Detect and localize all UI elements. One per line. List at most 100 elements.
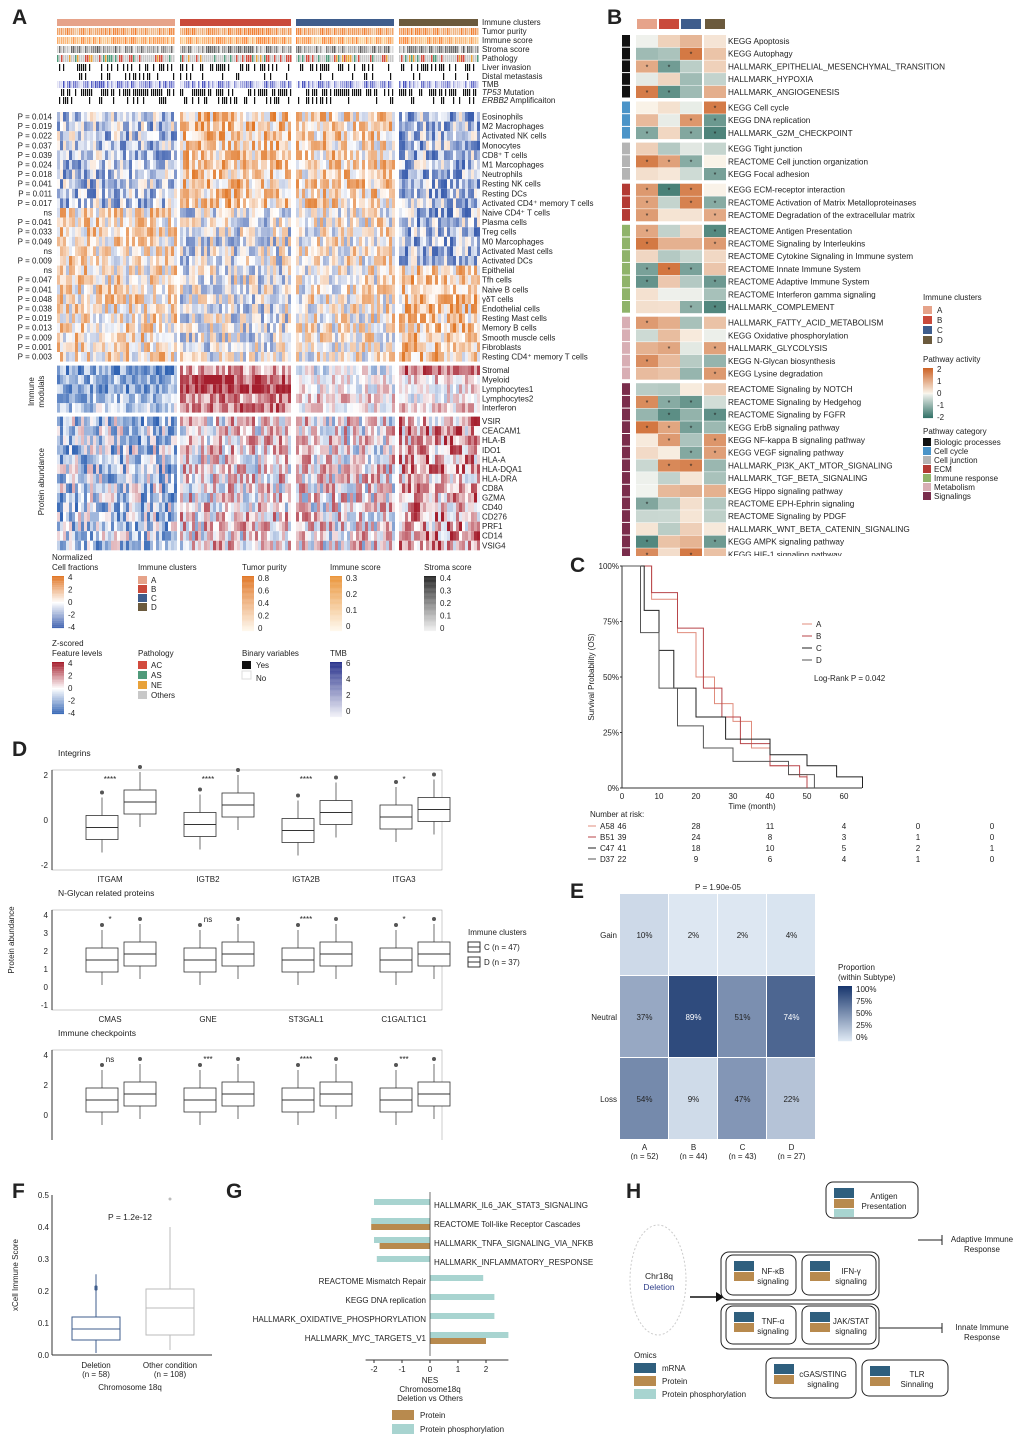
- heatmap-cell: [81, 323, 84, 333]
- heatmap-cell: [162, 313, 165, 324]
- heatmap-cell: [204, 332, 207, 343]
- heatmap-cell: [347, 275, 350, 285]
- heatmap-cell: [123, 131, 126, 141]
- heatmap-cell: [423, 160, 426, 170]
- heatmap-cell: [335, 112, 338, 122]
- erbb2-tick: [234, 97, 236, 104]
- heatmap-cell: [453, 246, 456, 256]
- heatmap-cell: [237, 160, 240, 170]
- panel-label-b: B: [607, 6, 623, 29]
- liver-invasion-tick: [467, 64, 469, 71]
- heatmap-cell: [335, 169, 338, 180]
- heatmap-cell: [305, 112, 308, 122]
- heatmap-cell: [302, 304, 305, 314]
- tmb-tick: [171, 81, 173, 88]
- heatmap-cell: [210, 169, 213, 180]
- heatmap-cell: [96, 275, 99, 285]
- heatmap-cell: [183, 275, 186, 285]
- heatmap-cell: [168, 112, 171, 122]
- heatmap-cell: [147, 208, 150, 218]
- heatmap-cell: [126, 160, 129, 170]
- heatmap-cell: [426, 246, 429, 256]
- heatmap-cell: [243, 236, 246, 247]
- heatmap-cell: [296, 208, 299, 218]
- tmb-tick: [131, 81, 133, 88]
- p-value-label: P = 0.037: [18, 141, 53, 150]
- heatmap-cell: [380, 352, 383, 362]
- heatmap-cell: [96, 121, 99, 132]
- heatmap-cell: [270, 304, 273, 314]
- heatmap-cell: [204, 198, 207, 208]
- heatmap-cell: [377, 131, 380, 141]
- heatmap-cell: [141, 236, 144, 247]
- heatmap-cell: [165, 150, 168, 160]
- heatmap-cell: [356, 313, 359, 324]
- liver-invasion-tick: [224, 64, 226, 71]
- heatmap-cell: [153, 198, 156, 208]
- heatmap-cell: [189, 169, 192, 180]
- tumor-purity-tick: [268, 28, 270, 35]
- heatmap-cell: [186, 227, 189, 237]
- heatmap-cell: [465, 236, 468, 247]
- heatmap-cell: [66, 227, 69, 237]
- heatmap-cell: [171, 188, 174, 199]
- heatmap-cell: [299, 236, 302, 247]
- heatmap-cell: [386, 169, 389, 180]
- heatmap-cell: [192, 275, 195, 285]
- heatmap-cell: [246, 342, 249, 352]
- heatmap-cell: [285, 188, 288, 199]
- tumor-purity-tick: [256, 28, 258, 35]
- heatmap-cell: [332, 332, 335, 343]
- heatmap-cell: [72, 150, 75, 160]
- heatmap-cell: [168, 342, 171, 352]
- heatmap-cell: [105, 256, 108, 266]
- heatmap-cell: [477, 265, 480, 276]
- heatmap-cell: [392, 179, 395, 189]
- heatmap-cell: [429, 313, 432, 324]
- distal-metastasis-tick: [149, 73, 151, 80]
- heatmap-cell: [279, 198, 282, 208]
- heatmap-cell: [153, 313, 156, 324]
- heatmap-cell: [383, 131, 386, 141]
- heatmap-cell: [93, 256, 96, 266]
- liver-invasion-tick: [171, 64, 173, 71]
- heatmap-cell: [90, 217, 93, 228]
- tmb-tick: [467, 81, 469, 88]
- heatmap-cell: [386, 198, 389, 208]
- heatmap-cell: [84, 150, 87, 160]
- heatmap-cell: [338, 227, 341, 237]
- tumor-purity-tick: [111, 28, 113, 35]
- immune-score-tick: [204, 37, 206, 44]
- heatmap-cell: [417, 208, 420, 218]
- tmb-tick: [91, 81, 93, 88]
- heatmap-cell: [377, 112, 380, 122]
- heatmap-cell: [261, 140, 264, 151]
- tumor-purity-tick: [89, 28, 91, 35]
- heatmap-cell: [371, 140, 374, 151]
- heatmap-cell: [267, 342, 270, 352]
- heatmap-cell: [240, 284, 243, 295]
- heatmap-cell: [326, 112, 329, 122]
- heatmap-cell: [356, 188, 359, 199]
- heatmap-cell: [270, 160, 273, 170]
- pathology-tick: [388, 55, 390, 62]
- heatmap-cell: [308, 112, 311, 122]
- heatmap-cell: [311, 342, 314, 352]
- heatmap-cell: [383, 332, 386, 343]
- heatmap-cell: [429, 227, 432, 237]
- heatmap-cell: [123, 150, 126, 160]
- heatmap-cell: [120, 169, 123, 180]
- panel-label-g: G: [226, 1180, 243, 1203]
- pathology-tick: [93, 55, 95, 62]
- heatmap-cell: [374, 208, 377, 218]
- immune-score-tick: [441, 37, 443, 44]
- heatmap-cell: [105, 313, 108, 324]
- heatmap-cell: [69, 342, 72, 352]
- heatmap-cell: [192, 342, 195, 352]
- heatmap-cell: [141, 352, 144, 362]
- heatmap-cell: [66, 150, 69, 160]
- heatmap-cell: [405, 160, 408, 170]
- heatmap-cell: [329, 140, 332, 151]
- heatmap-cell: [246, 198, 249, 208]
- stroma-score-tick: [214, 46, 216, 53]
